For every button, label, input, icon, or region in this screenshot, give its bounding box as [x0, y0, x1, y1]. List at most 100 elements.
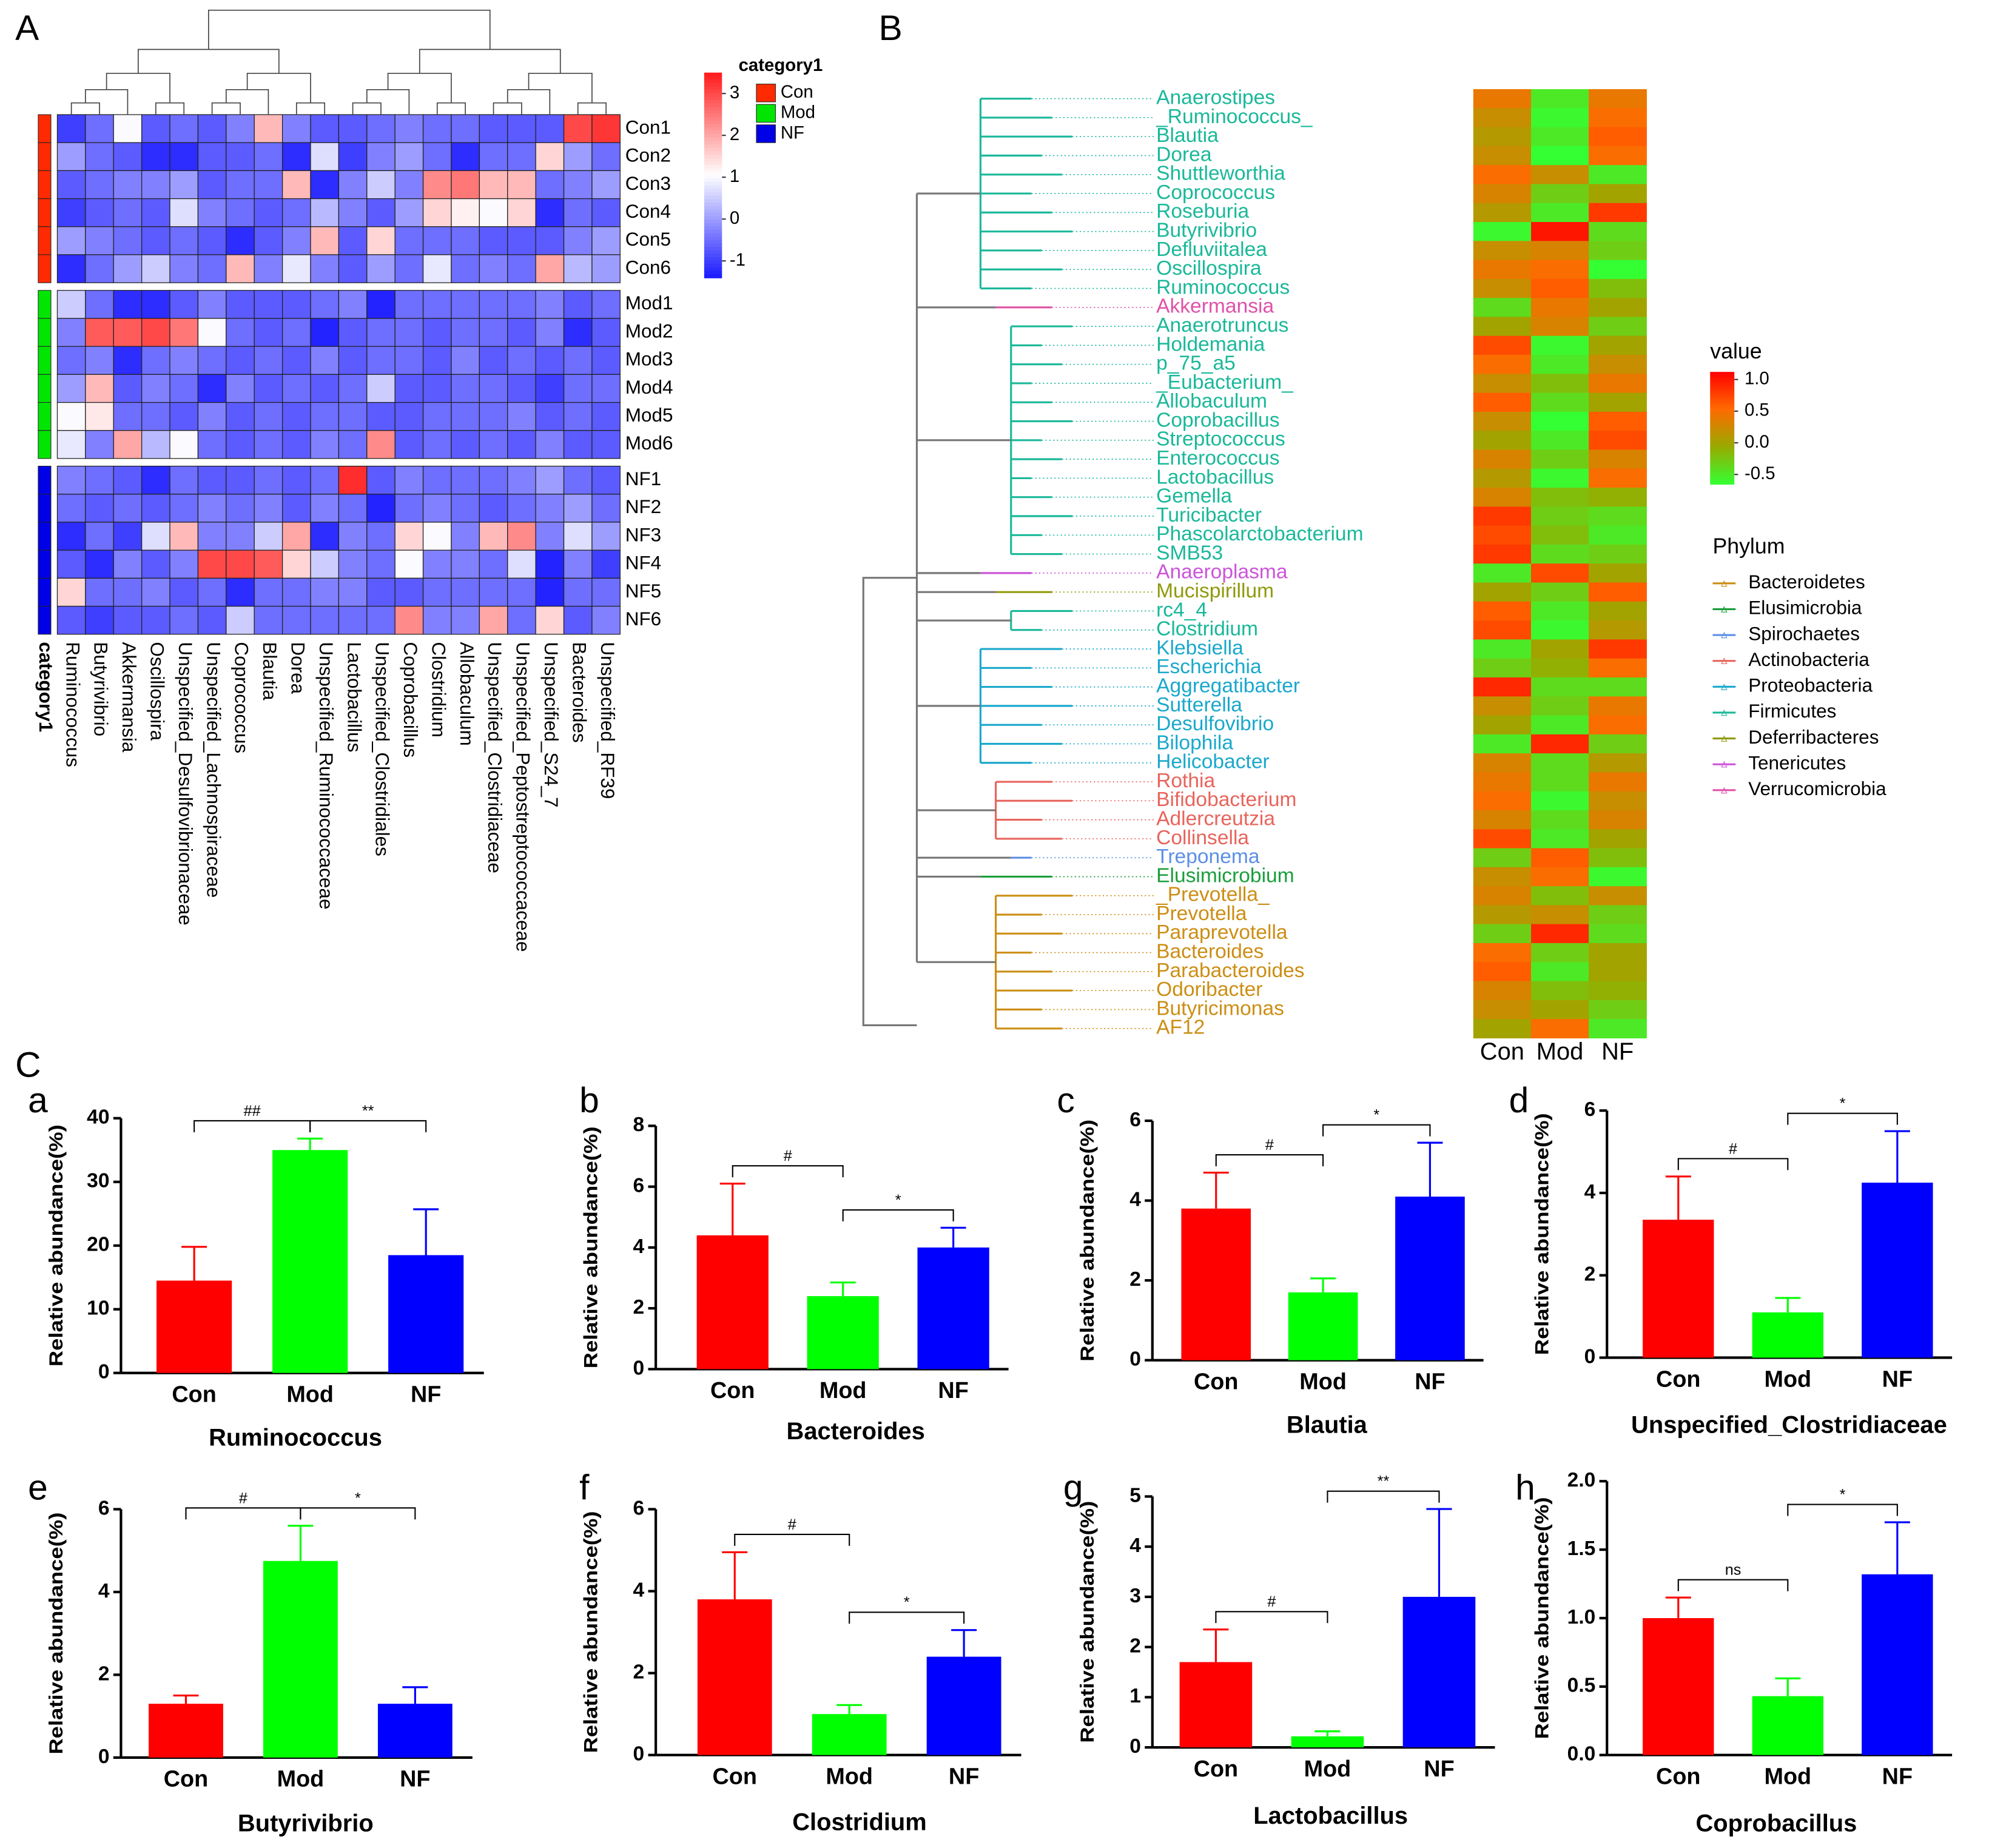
taxon-label: Adlercreutzia: [1156, 807, 1275, 830]
heatmap-cell: [310, 549, 340, 579]
heatmap-cell: [1589, 886, 1647, 906]
y-tick-label: 4: [1584, 1181, 1596, 1203]
taxon-label: Coprococcus: [1156, 181, 1275, 204]
heatmap-cell: [169, 577, 199, 607]
heatmap-cell: [1589, 601, 1647, 621]
heatmap-cell: [1473, 639, 1532, 659]
heatmap-cell: [535, 290, 565, 319]
colorbar-slice: [704, 107, 722, 111]
colorbar-slice: [704, 137, 722, 142]
heatmap-cell: [281, 549, 311, 579]
heatmap-cell: [1589, 449, 1647, 469]
heatmap-cell: [563, 226, 593, 255]
heatmap-cell: [451, 402, 480, 431]
heatmap-cell: [281, 142, 311, 172]
y-axis-label: Relative abundance(%): [1531, 1113, 1553, 1355]
colorbar-slice: [704, 82, 722, 87]
heatmap-cell: [479, 226, 508, 255]
heatmap-cell: [1589, 620, 1647, 640]
y-tick-label: 40: [87, 1106, 109, 1129]
colorbar-slice: [1710, 448, 1735, 451]
taxon-label: Desulfovibrio: [1156, 713, 1274, 735]
heatmap-cell: [451, 198, 480, 227]
heatmap-cell: [1589, 772, 1647, 792]
colorbar-slice: [704, 116, 722, 121]
panel-label: g: [1063, 1468, 1083, 1507]
heatmap-cell: [310, 402, 340, 431]
heatmap-cell: [479, 465, 508, 495]
heatmap-cell: [254, 494, 283, 523]
heatmap-cell: [226, 226, 255, 255]
colorbar-slice: [1710, 392, 1735, 395]
dendrogram: [211, 102, 241, 115]
heatmap-cell: [1473, 203, 1532, 223]
taxon-label: Roseburia: [1156, 200, 1249, 223]
column-label: Clostridium: [428, 642, 449, 737]
panel-label: d: [1509, 1081, 1529, 1120]
heatmap-cell: [535, 318, 565, 347]
bar: [377, 1704, 453, 1758]
heatmap-cell: [563, 170, 593, 200]
heatmap-cell: [1473, 317, 1532, 337]
colorbar-slice: [1710, 415, 1735, 418]
panel-label: b: [579, 1081, 599, 1120]
colorbar-slice: [1710, 418, 1735, 422]
heatmap-cell: [1530, 829, 1589, 849]
chart-title: Clostridium: [792, 1809, 927, 1836]
bar: [1643, 1618, 1714, 1755]
column-label: Unspecified_Ruminococcaceae: [315, 642, 337, 909]
taxon-label: Paraprevotella: [1156, 921, 1288, 944]
colorbar-slice: [704, 127, 722, 132]
heatmap-cell: [394, 494, 424, 523]
colorbar-label: 1: [730, 166, 739, 186]
column-label: Unspecified_Peptostreptococcaceae: [513, 642, 534, 952]
heatmap-cell: [310, 346, 340, 375]
heatmap-cell: [1530, 317, 1589, 337]
panel-label: c: [1057, 1081, 1074, 1120]
heatmap-cell: [394, 346, 424, 375]
x-tick-label: Mod: [819, 1378, 867, 1403]
heatmap-cell: [535, 374, 565, 403]
heatmap-cell: [197, 318, 227, 347]
heatmap-cell: [85, 374, 114, 403]
dendrogram: [246, 73, 311, 103]
colorbar-slice: [1710, 405, 1735, 408]
heatmap-cell: [310, 226, 340, 255]
y-tick-label: 2: [98, 1662, 110, 1685]
heatmap-cell: [85, 549, 114, 579]
heatmap-cell: [226, 494, 255, 523]
heatmap-cell: [226, 170, 255, 200]
heatmap-cell: [197, 374, 227, 403]
heatmap-cell: [479, 346, 508, 375]
heatmap-cell: [197, 290, 227, 319]
bar: [1291, 1736, 1364, 1748]
heatmap-cell: [422, 198, 452, 227]
heatmap-cell: [1473, 431, 1532, 451]
significance-label: ##: [244, 1103, 261, 1120]
x-tick-label: Con: [164, 1767, 208, 1792]
colorbar-slice: [1710, 424, 1735, 427]
legend-label: Elusimicrobia: [1748, 597, 1862, 619]
heatmap-cell: [1589, 260, 1647, 280]
heatmap-cell: [1530, 525, 1589, 545]
heatmap-cell: [85, 318, 114, 347]
colorbar-slice: [1710, 478, 1735, 481]
heatmap-cell: [366, 142, 395, 172]
y-tick-label: 4: [1129, 1188, 1141, 1211]
colorbar-slice: [1710, 431, 1735, 434]
heatmap-cell: [1530, 146, 1589, 166]
heatmap-cell: [169, 170, 199, 200]
significance-bracket: [300, 1507, 416, 1520]
heatmap-cell: [479, 142, 508, 172]
heatmap-cell: [254, 402, 283, 431]
heatmap-cell: [197, 494, 227, 523]
heatmap-cell: [479, 402, 508, 431]
taxon-label: Dorea: [1156, 143, 1212, 166]
colorbar-slice: [1710, 471, 1735, 474]
colorbar-label: -0.5: [1745, 463, 1775, 483]
x-tick-label: Con: [1656, 1366, 1700, 1392]
heatmap-cell: [1473, 411, 1532, 431]
colorbar-slice: [704, 124, 722, 128]
heatmap-cell: [591, 522, 621, 551]
significance-bracket: [1327, 1490, 1440, 1503]
